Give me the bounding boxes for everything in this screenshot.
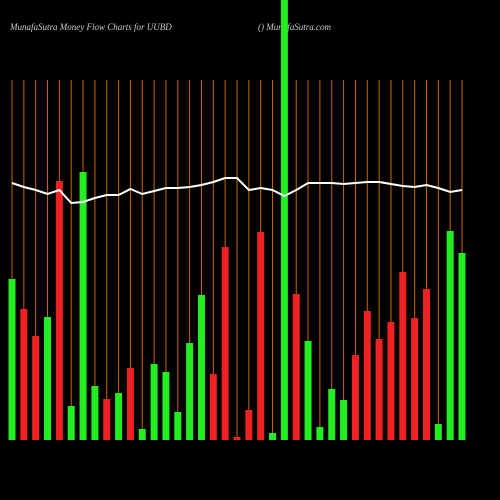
bar — [340, 400, 348, 440]
bar — [150, 364, 158, 440]
bar — [411, 318, 419, 440]
bar — [174, 412, 182, 440]
bar — [351, 355, 359, 440]
bar — [67, 406, 75, 440]
bar — [446, 231, 454, 440]
money-flow-line — [11, 177, 463, 205]
bar — [126, 368, 134, 440]
bar — [280, 0, 288, 440]
bar — [257, 232, 265, 440]
bar — [233, 437, 241, 440]
bar — [44, 317, 52, 440]
bar — [245, 410, 253, 440]
bar — [55, 181, 63, 440]
bar — [458, 253, 466, 440]
bar — [115, 393, 123, 440]
bar — [292, 294, 300, 440]
bar — [103, 399, 111, 440]
bar — [422, 289, 430, 440]
bar — [387, 322, 395, 440]
bar — [8, 279, 16, 440]
bar — [269, 433, 277, 440]
bar — [399, 272, 407, 440]
chart-subtitle: () MunafaSutra.com — [258, 22, 331, 32]
bar — [32, 336, 40, 440]
bar — [138, 429, 146, 440]
bar — [328, 389, 336, 440]
bar — [363, 311, 371, 440]
bar — [209, 374, 217, 440]
bar — [162, 372, 170, 440]
bar — [79, 172, 87, 440]
bar — [316, 427, 324, 440]
bar — [375, 339, 383, 440]
bar — [186, 343, 194, 440]
chart-title: MunafaSutra Money Flow Charts for UUBD — [9, 22, 172, 32]
bar — [197, 295, 205, 440]
bar — [434, 424, 442, 440]
bar — [304, 341, 312, 440]
bar — [20, 309, 28, 440]
bar — [221, 247, 229, 440]
bar — [91, 386, 99, 440]
